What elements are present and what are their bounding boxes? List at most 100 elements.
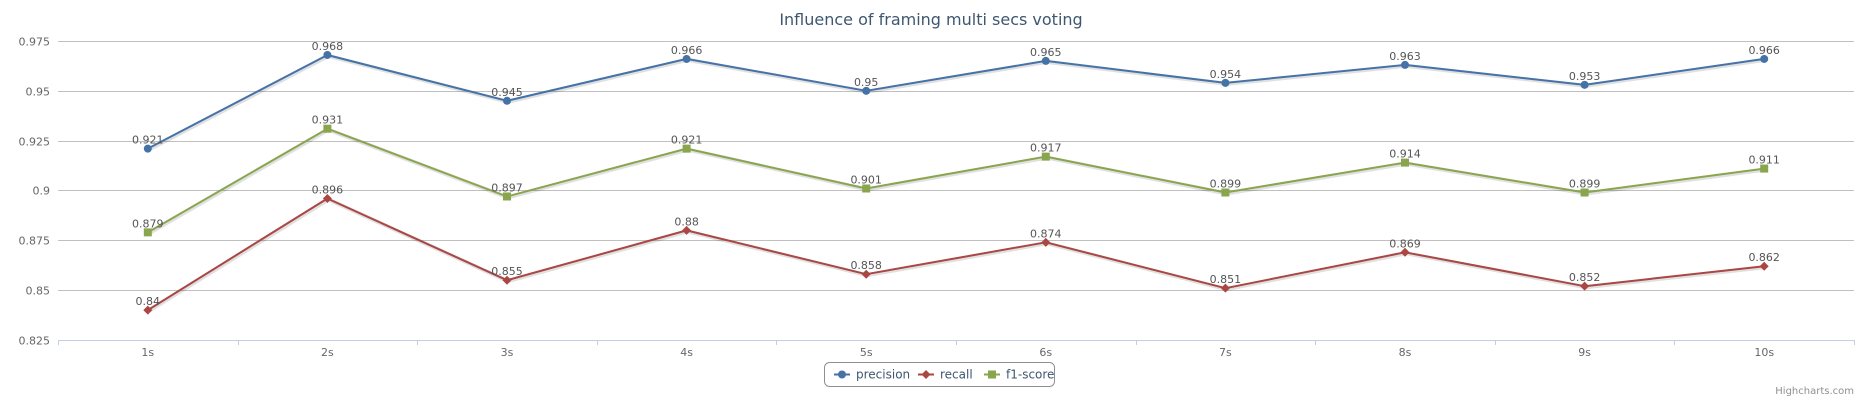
legend-item-f1-score[interactable]: f1-score: [984, 368, 1054, 382]
data-label: 0.862: [1748, 251, 1780, 264]
data-label: 0.953: [1569, 70, 1601, 83]
data-label: 0.954: [1210, 68, 1242, 81]
data-label: 0.931: [312, 114, 344, 127]
legend-marker[interactable]: [921, 370, 931, 379]
x-tick-label: 9s: [1578, 346, 1591, 359]
data-point[interactable]: [861, 269, 871, 279]
data-label: 0.921: [671, 134, 703, 147]
data-point[interactable]: [1220, 283, 1230, 293]
data-label: 0.896: [312, 183, 344, 196]
credits-link[interactable]: Highcharts.com: [1775, 386, 1854, 397]
data-label: 0.852: [1569, 271, 1601, 284]
series-line[interactable]: [147, 54, 1765, 150]
x-tick-label: 1s: [141, 346, 154, 359]
chart-title: Influence of framing multi secs voting: [779, 10, 1082, 29]
legend-label: f1-score: [1006, 368, 1054, 382]
y-tick-label: 0.875: [19, 235, 51, 248]
legend-label: precision: [856, 368, 910, 382]
data-label: 0.965: [1030, 46, 1062, 59]
data-label: 0.855: [491, 265, 523, 278]
x-tick-label: 4s: [680, 346, 693, 359]
data-label: 0.858: [850, 259, 882, 272]
data-label: 0.917: [1030, 142, 1062, 155]
legend-item-precision[interactable]: precision: [834, 368, 910, 382]
series-line-shadow: [147, 197, 1766, 313]
x-tick-label: 2s: [321, 346, 334, 359]
series-line[interactable]: [147, 127, 1765, 234]
data-label: 0.966: [1748, 44, 1780, 57]
x-tick-label: 8s: [1399, 346, 1412, 359]
grid: [58, 41, 1854, 341]
data-point[interactable]: [862, 184, 871, 193]
data-point[interactable]: [1759, 261, 1769, 271]
data-label: 0.901: [850, 174, 882, 187]
data-label: 0.966: [671, 44, 703, 57]
legend-label: recall: [940, 368, 973, 382]
series-group: 0.921 0.968 0.945 0.966 0.95 0.965 0.954 0.963 0…: [132, 40, 1780, 315]
data-label: 0.88: [674, 215, 699, 228]
data-point[interactable]: [1221, 78, 1230, 87]
x-tick-label: 6s: [1039, 346, 1052, 359]
series-f1-score: 0.879 0.931 0.897 0.921 0.901 0.917 0.899 0.914…: [132, 114, 1780, 237]
data-point[interactable]: [682, 225, 692, 235]
legend-marker[interactable]: [988, 370, 996, 379]
data-point[interactable]: [1041, 56, 1050, 65]
series-recall: 0.84 0.896 0.855 0.88 0.858 0.874 0.851 0.869 0.…: [136, 183, 1780, 315]
data-label: 0.851: [1210, 273, 1242, 286]
data-point[interactable]: [1401, 60, 1409, 69]
data-point[interactable]: [503, 96, 511, 105]
data-point[interactable]: [1041, 152, 1050, 161]
legend-box: [824, 362, 1055, 387]
y-tick-label: 0.85: [26, 285, 51, 298]
data-point[interactable]: [1760, 54, 1769, 63]
data-label: 0.874: [1030, 227, 1062, 240]
x-tick-label: 10s: [1754, 346, 1774, 359]
y-tick-label: 0.925: [19, 136, 51, 149]
data-point[interactable]: [1580, 80, 1589, 89]
data-point[interactable]: [1041, 237, 1051, 247]
data-point[interactable]: [682, 54, 691, 63]
axes: 0.825 0.85 0.875 0.9 0.925 0.95 0.975 1s 2s 3s 4s 5…: [19, 36, 1855, 359]
data-point[interactable]: [502, 275, 512, 285]
data-label: 0.945: [491, 86, 523, 99]
data-label: 0.879: [132, 217, 164, 230]
legend[interactable]: precision recall f1-score: [824, 362, 1055, 387]
data-point[interactable]: [323, 124, 332, 133]
series-precision: 0.921 0.968 0.945 0.966 0.95 0.965 0.954 0.963 0…: [132, 40, 1780, 153]
x-tick-label: 5s: [860, 346, 873, 359]
data-label: 0.899: [1569, 177, 1601, 190]
data-point[interactable]: [862, 86, 871, 95]
data-point[interactable]: [1401, 158, 1409, 167]
data-label: 0.911: [1748, 154, 1780, 167]
y-tick-label: 0.9: [33, 185, 51, 198]
data-label: 0.899: [1210, 177, 1242, 190]
x-tick-label: 3s: [501, 346, 514, 359]
x-tick-label: 7s: [1219, 346, 1232, 359]
data-point[interactable]: [1580, 281, 1590, 291]
data-label: 0.95: [854, 76, 879, 89]
data-label: 0.914: [1389, 148, 1421, 161]
data-point[interactable]: [503, 192, 511, 201]
data-point[interactable]: [323, 50, 332, 59]
data-point[interactable]: [322, 193, 332, 203]
y-tick-label: 0.95: [26, 86, 51, 99]
data-label: 0.869: [1389, 237, 1421, 250]
series-line[interactable]: [147, 197, 1765, 311]
series-line-shadow: [147, 54, 1766, 152]
data-point[interactable]: [1760, 164, 1769, 173]
y-tick-label: 0.975: [19, 36, 51, 49]
data-point[interactable]: [143, 305, 153, 315]
data-point[interactable]: [1221, 188, 1230, 197]
legend-item-recall[interactable]: recall: [918, 368, 973, 382]
data-label: 0.963: [1389, 50, 1421, 63]
data-point[interactable]: [1580, 188, 1589, 197]
data-point[interactable]: [143, 144, 152, 153]
data-point[interactable]: [682, 144, 691, 153]
data-label: 0.921: [132, 134, 164, 147]
data-point[interactable]: [1400, 247, 1410, 257]
legend-marker[interactable]: [838, 370, 846, 379]
y-tick-label: 0.825: [19, 335, 51, 348]
data-label: 0.968: [312, 40, 344, 53]
data-point[interactable]: [143, 228, 152, 237]
